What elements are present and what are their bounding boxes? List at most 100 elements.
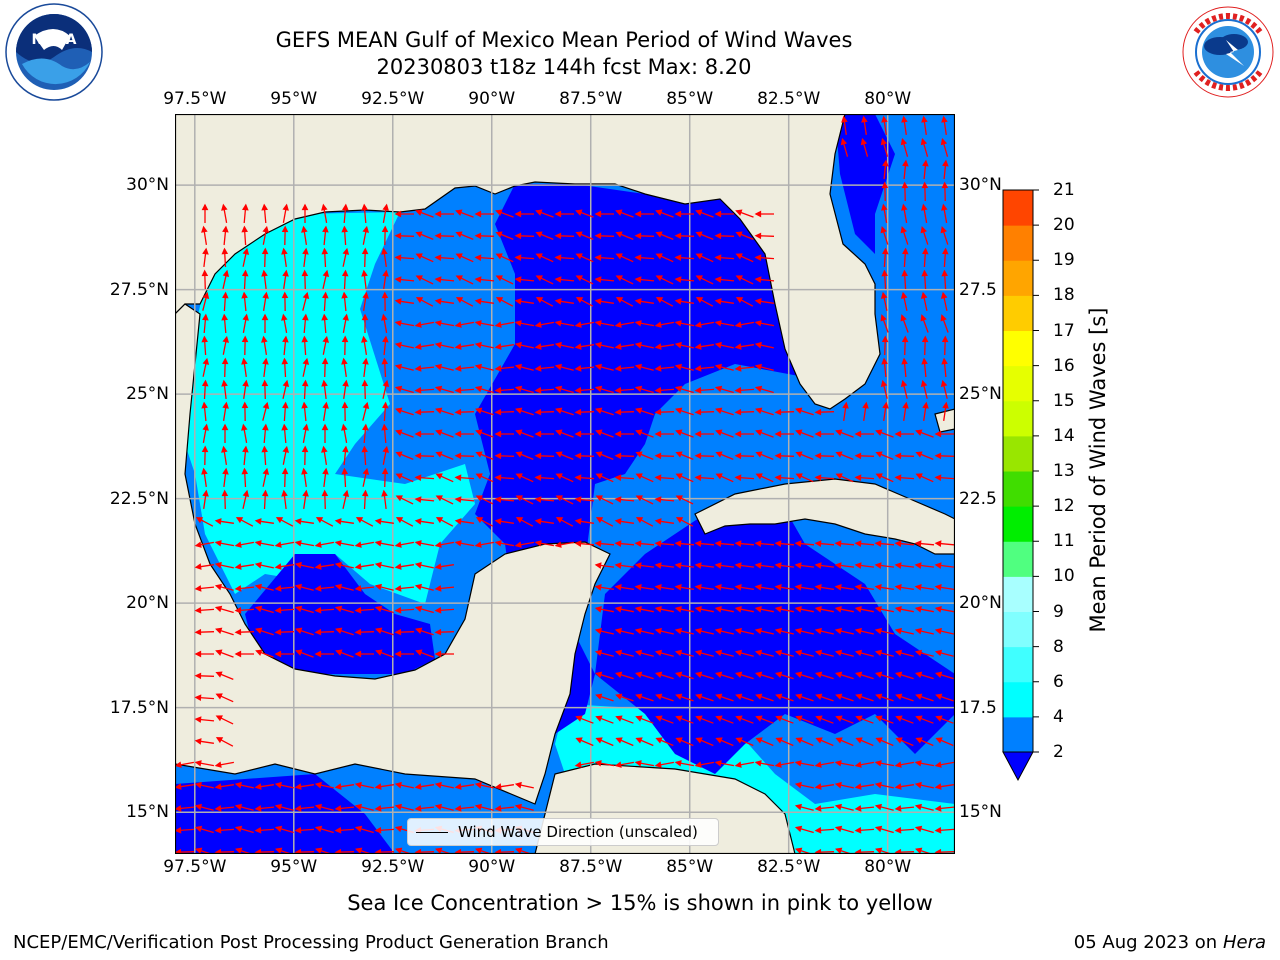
wind-arrow-head-657 [335, 627, 343, 635]
wind-arrow-head-365 [395, 429, 403, 436]
wind-arrow-head-239 [614, 343, 622, 350]
wind-arrow-head-797 [574, 761, 582, 768]
wind-arrow-head-428 [894, 452, 902, 460]
wind-arrow-head-343 [715, 407, 723, 415]
wind-arrow-head-869 [194, 825, 203, 833]
wind-arrow-head-286 [242, 379, 249, 387]
wind-arrow-head-575 [694, 562, 702, 569]
wind-arrow-head-522 [254, 540, 262, 547]
wind-arrow-head-735 [615, 693, 623, 700]
colorbar-segment-7 [1003, 471, 1033, 507]
colorbar-tick-15: 20 [1053, 215, 1075, 236]
wind-arrow-head-640 [754, 605, 762, 613]
wind-arrow-head-405 [435, 451, 443, 458]
wind-arrow-head-584 [874, 562, 882, 569]
wind-arrow-head-517 [654, 518, 662, 525]
colorbar-segment-15 [1003, 190, 1033, 226]
wind-arrow-head-94 [361, 247, 369, 255]
wind-arrow-head-527 [354, 541, 362, 548]
wind-arrow-head-321 [282, 401, 289, 409]
wind-arrow-head-110 [674, 254, 682, 261]
wind-arrow-head-829 [434, 781, 442, 789]
wind-arrow-head-589 [214, 583, 222, 591]
wind-arrow-head-570 [594, 562, 602, 569]
wind-arrow-head-719 [695, 671, 703, 678]
wind-arrow-head-342 [694, 408, 702, 416]
wind-arrow-head-463 [835, 473, 843, 480]
wind-arrow-head-509 [494, 518, 502, 525]
wind-arrow-head-33 [455, 209, 463, 216]
wind-arrow-head-77 [674, 232, 682, 240]
wind-arrow-head-702 [754, 649, 763, 657]
wind-arrow-head-385 [795, 429, 803, 436]
wind-arrow-head-518 [675, 517, 684, 524]
wind-arrow-head-254 [262, 357, 269, 365]
wind-arrow-head-867 [934, 805, 942, 812]
wind-arrow-head-422 [774, 452, 782, 460]
wind-arrow-head-13 [902, 159, 909, 167]
wind-arrow-head-574 [674, 562, 682, 569]
land-masses [175, 114, 955, 854]
wind-arrow-head-112 [714, 254, 722, 261]
wind-arrow-head-850 [334, 805, 342, 812]
wind-arrow-head-151 [941, 269, 948, 277]
wind-arrow-head-553 [874, 540, 882, 548]
wind-arrow-head-88 [242, 247, 250, 255]
wind-arrow-head-346 [774, 408, 782, 416]
wind-arrow-head-389 [875, 429, 883, 436]
wind-arrow-head-320 [262, 401, 270, 409]
wind-arrow-head-610 [774, 584, 782, 591]
wind-arrow-head-533 [474, 541, 482, 548]
lat-tick-right-2: 25°N [959, 384, 1002, 405]
wind-arrow-head-211 [714, 320, 722, 327]
wind-arrow-head-530 [414, 540, 422, 547]
wind-arrow-head-694 [594, 649, 603, 657]
colorbar-tick-2: 6 [1053, 671, 1064, 692]
wind-arrow-head-415 [635, 451, 643, 458]
wind-arrow-head-10 [920, 137, 928, 146]
wind-arrow-head-443 [435, 473, 443, 480]
wind-arrow-head-40 [594, 210, 602, 218]
wind-arrow-head-366 [414, 430, 422, 438]
wind-arrow-head-868 [175, 827, 182, 834]
wind-arrow-head-795 [194, 760, 202, 767]
wind-arrow-head-670 [734, 627, 742, 635]
wind-arrow-head-361 [321, 423, 329, 431]
wind-arrow-head-97 [415, 253, 423, 260]
wind-arrow-head-264 [454, 365, 462, 372]
wind-arrow-head-475 [321, 489, 329, 497]
wind-arrow-head-799 [614, 761, 622, 768]
wind-arrow-head-887 [814, 827, 822, 834]
wind-arrow-head-845 [234, 803, 242, 811]
wind-arrow-head-124 [301, 269, 309, 277]
wind-arrow-head-155 [262, 291, 269, 299]
wind-arrow-head-862 [834, 803, 842, 811]
lon-tick-bottom-5: 85°W [666, 857, 714, 877]
wind-arrow-head-542 [654, 540, 662, 548]
wind-arrow-head-664 [614, 627, 622, 635]
wind-arrow-head-451 [595, 473, 603, 480]
wind-arrow-head-68 [495, 231, 503, 238]
wind-arrow-head-658 [354, 628, 362, 636]
wind-arrow-head-554 [894, 540, 902, 548]
wind-arrow-head-500 [315, 517, 324, 524]
lon-tick-top-4: 87.5°W [559, 89, 623, 109]
lon-tick-top-3: 90°W [468, 89, 516, 109]
wind-arrow-head-283 [941, 357, 948, 365]
wind-arrow-head-543 [674, 540, 682, 548]
wind-arrow-head-262 [414, 365, 422, 372]
wind-arrow-head-825 [354, 781, 362, 789]
wind-arrow-head-387 [835, 429, 843, 436]
wind-arrow-head-328 [414, 408, 422, 416]
wind-arrow-head-288 [282, 379, 290, 387]
wind-arrow-head-188 [261, 313, 269, 321]
wind-arrow-head-772 [935, 715, 943, 722]
wind-arrow-head-100 [474, 254, 482, 261]
wind-arrow-head-528 [374, 540, 382, 547]
wind-wave-direction-arrows [175, 115, 955, 854]
wind-arrow-head-646 [874, 605, 882, 613]
wind-arrow-head-394 [221, 445, 228, 453]
wind-arrow-head-189 [281, 313, 288, 321]
wind-arrow-head-649 [934, 605, 942, 613]
wind-arrow-head-421 [755, 451, 763, 458]
